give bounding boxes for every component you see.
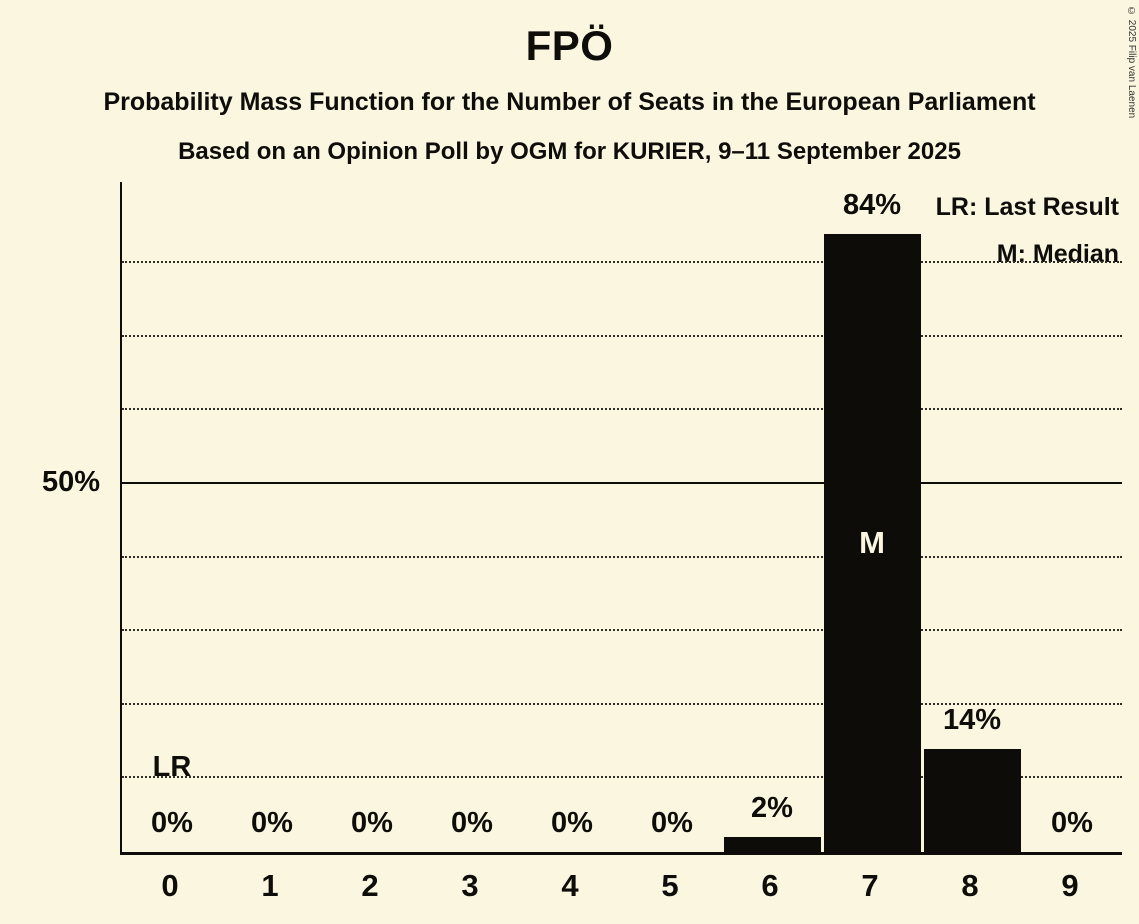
x-axis-label-4: 4: [561, 868, 579, 903]
x-axis-label-1: 1: [261, 868, 279, 903]
gridline-60: [122, 408, 1122, 411]
legend: LR: Last Result M: Median: [936, 184, 1119, 278]
gridline-30: [122, 629, 1122, 632]
x-axis-label-0: 0: [161, 868, 179, 903]
chart-subtitle-poll: Based on an Opinion Poll by OGM for KURI…: [178, 138, 961, 165]
bar-seats-6: [723, 837, 821, 852]
gridline-10: [122, 776, 1122, 779]
x-axis-label-6: 6: [761, 868, 779, 903]
bar-seats-7: [823, 233, 921, 852]
gridline-80: [122, 261, 1122, 263]
bar-value-label-5: 0%: [651, 807, 693, 839]
gridline-40: [122, 555, 1122, 558]
x-axis-label-7: 7: [861, 868, 879, 903]
chart-title: FPÖ: [525, 22, 614, 69]
copyright-text: © 2025 Filip van Laenen: [1126, 6, 1137, 119]
last-result-marker: LR: [152, 751, 192, 783]
y-axis-tick-label: 50%: [41, 466, 100, 498]
median-marker: M: [859, 524, 885, 560]
x-axis-label-5: 5: [661, 868, 679, 903]
bar-value-label-3: 0%: [451, 807, 493, 839]
bar-value-label-9: 0%: [1051, 807, 1093, 839]
bar-value-label-6: 2%: [751, 792, 793, 825]
x-axis-labels: 0 1 2 3 4 5 6 7 8 9: [120, 868, 1120, 910]
x-axis-label-9: 9: [1061, 868, 1079, 903]
bar-value-label-1: 0%: [251, 807, 293, 839]
bar-value-label-8: 14%: [942, 703, 1002, 736]
x-axis-label-8: 8: [961, 868, 979, 903]
gridline-20: [122, 702, 1122, 705]
plot-area: 0% 0% 0% 0% 0% 0% 2% 84% 14% 0% M LR: [120, 182, 1122, 855]
gridline-solid-50: [122, 481, 1122, 484]
bar-seats-8: [923, 748, 1021, 852]
x-axis-label-2: 2: [361, 868, 379, 903]
bar-value-label-4: 0%: [551, 807, 593, 839]
legend-median: M: Median: [996, 240, 1119, 268]
bar-value-label-7: 84%: [842, 188, 902, 221]
bar-value-label-2: 0%: [351, 807, 393, 839]
legend-last-result: LR: Last Result: [935, 193, 1119, 221]
gridline-70: [122, 334, 1122, 337]
chart-subtitle: Probability Mass Function for the Number…: [103, 88, 1036, 116]
x-axis-label-3: 3: [461, 868, 479, 903]
bar-value-label-0: 0%: [151, 807, 193, 839]
